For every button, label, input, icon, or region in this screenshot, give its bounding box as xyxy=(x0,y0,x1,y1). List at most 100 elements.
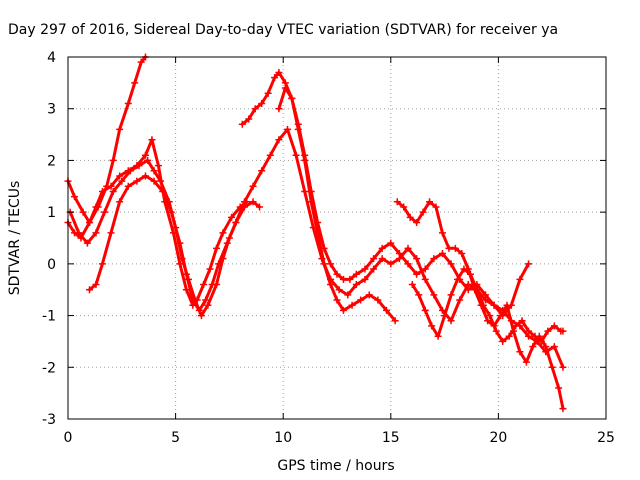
data-point xyxy=(141,172,149,180)
data-point xyxy=(288,94,296,102)
data-point xyxy=(107,229,115,237)
data-point xyxy=(245,115,253,123)
series-line xyxy=(240,71,530,318)
data-point xyxy=(479,301,487,309)
data-point xyxy=(481,291,489,299)
data-point xyxy=(413,218,421,226)
data-point xyxy=(419,208,427,216)
data-point xyxy=(352,281,360,289)
data-point xyxy=(451,244,459,252)
data-point xyxy=(512,322,520,330)
data-point xyxy=(505,332,513,340)
data-point xyxy=(256,203,264,211)
data-point xyxy=(428,322,436,330)
y-tick-label: 1 xyxy=(47,205,56,221)
series-8 xyxy=(408,265,567,345)
data-point xyxy=(101,208,109,216)
data-point xyxy=(516,275,524,283)
data-point xyxy=(79,208,87,216)
data-point xyxy=(116,172,124,180)
data-point xyxy=(537,337,545,345)
data-point xyxy=(400,203,408,211)
data-point xyxy=(281,84,289,92)
data-point xyxy=(176,239,184,247)
data-point xyxy=(503,301,511,309)
data-point xyxy=(292,151,300,159)
data-point xyxy=(301,156,309,164)
data-point xyxy=(238,120,246,128)
data-point xyxy=(327,260,335,268)
data-point xyxy=(126,167,134,175)
data-point xyxy=(447,260,455,268)
data-point xyxy=(525,260,533,268)
data-point xyxy=(542,343,550,351)
data-point xyxy=(387,239,395,247)
series-2 xyxy=(64,136,251,309)
data-point xyxy=(98,260,106,268)
data-point xyxy=(382,306,390,314)
data-point xyxy=(189,296,197,304)
data-point xyxy=(264,89,272,97)
data-point xyxy=(202,296,210,304)
data-point xyxy=(438,229,446,237)
data-point xyxy=(219,229,227,237)
data-point xyxy=(370,265,378,273)
data-point xyxy=(215,260,223,268)
data-point xyxy=(464,286,472,294)
data-point xyxy=(333,296,341,304)
data-point xyxy=(307,198,315,206)
data-point xyxy=(525,327,533,335)
data-point xyxy=(249,182,257,190)
data-point xyxy=(118,177,126,185)
data-point xyxy=(497,312,505,320)
data-point xyxy=(522,358,530,366)
data-point xyxy=(301,187,309,195)
data-point xyxy=(473,286,481,294)
data-point xyxy=(361,275,369,283)
data-point xyxy=(131,79,139,87)
data-point xyxy=(432,203,440,211)
data-point xyxy=(387,260,395,268)
series-line xyxy=(410,267,565,343)
data-point xyxy=(421,265,429,273)
y-tick-label: -1 xyxy=(42,309,56,325)
data-point xyxy=(327,281,335,289)
data-point xyxy=(228,213,236,221)
data-point xyxy=(204,301,212,309)
y-tick-label: 0 xyxy=(47,257,56,273)
data-point xyxy=(232,218,240,226)
data-point xyxy=(148,136,156,144)
data-point xyxy=(197,312,205,320)
data-point xyxy=(258,100,266,108)
data-point xyxy=(361,265,369,273)
data-point xyxy=(365,291,373,299)
data-point xyxy=(86,286,94,294)
data-point xyxy=(75,229,83,237)
data-point xyxy=(116,198,124,206)
data-point xyxy=(86,218,94,226)
data-series xyxy=(64,53,567,413)
data-point xyxy=(150,177,158,185)
data-point xyxy=(266,151,274,159)
data-point xyxy=(240,198,248,206)
data-point xyxy=(531,332,539,340)
data-point xyxy=(395,250,403,258)
data-point xyxy=(223,239,231,247)
data-point xyxy=(144,156,152,164)
series-3 xyxy=(66,156,264,320)
data-point xyxy=(200,281,208,289)
data-point xyxy=(159,187,167,195)
data-point xyxy=(92,281,100,289)
data-point xyxy=(92,229,100,237)
data-point xyxy=(404,260,412,268)
data-point xyxy=(413,255,421,263)
data-point xyxy=(116,125,124,133)
data-point xyxy=(339,306,347,314)
data-point xyxy=(249,198,257,206)
data-point xyxy=(445,244,453,252)
data-point xyxy=(559,327,567,335)
data-point xyxy=(559,405,567,413)
series-6 xyxy=(275,84,399,325)
grid xyxy=(68,57,606,419)
axis-ticks xyxy=(67,56,607,420)
